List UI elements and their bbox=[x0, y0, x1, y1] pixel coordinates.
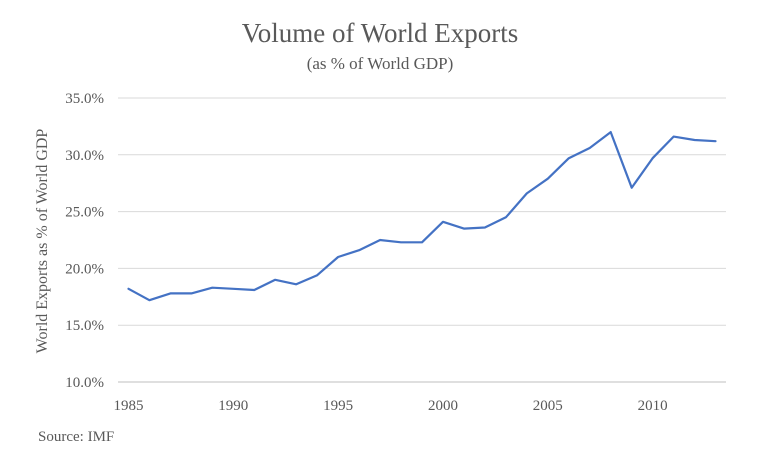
x-tick-label: 1995 bbox=[323, 398, 353, 414]
y-tick-label: 25.0% bbox=[65, 205, 104, 221]
y-tick-label: 35.0% bbox=[65, 91, 104, 107]
y-tick-label: 10.0% bbox=[65, 375, 104, 391]
chart-subtitle: (as % of World GDP) bbox=[307, 54, 454, 73]
x-tick-label: 2010 bbox=[638, 398, 668, 414]
x-tick-label: 1985 bbox=[113, 398, 143, 414]
gridlines bbox=[118, 97, 726, 326]
tick-labels: 10.0% 15.0% 20.0% 25.0% 30.0% 35.0% 1985 1990 19… bbox=[65, 91, 667, 414]
y-tick-label: 15.0% bbox=[65, 318, 104, 334]
series-line bbox=[127, 131, 717, 302]
y-tick-label: 30.0% bbox=[65, 148, 104, 164]
series-layer bbox=[127, 131, 717, 302]
x-tick-label: 1990 bbox=[218, 398, 248, 414]
source-note: Source: IMF bbox=[38, 429, 114, 445]
x-tick-label: 2000 bbox=[428, 398, 458, 414]
y-tick-label: 20.0% bbox=[65, 261, 104, 277]
x-tick-label: 2005 bbox=[533, 398, 563, 414]
y-axis-label: World Exports as % of World GDP bbox=[34, 129, 51, 354]
chart-title: Volume of World Exports bbox=[242, 18, 519, 48]
